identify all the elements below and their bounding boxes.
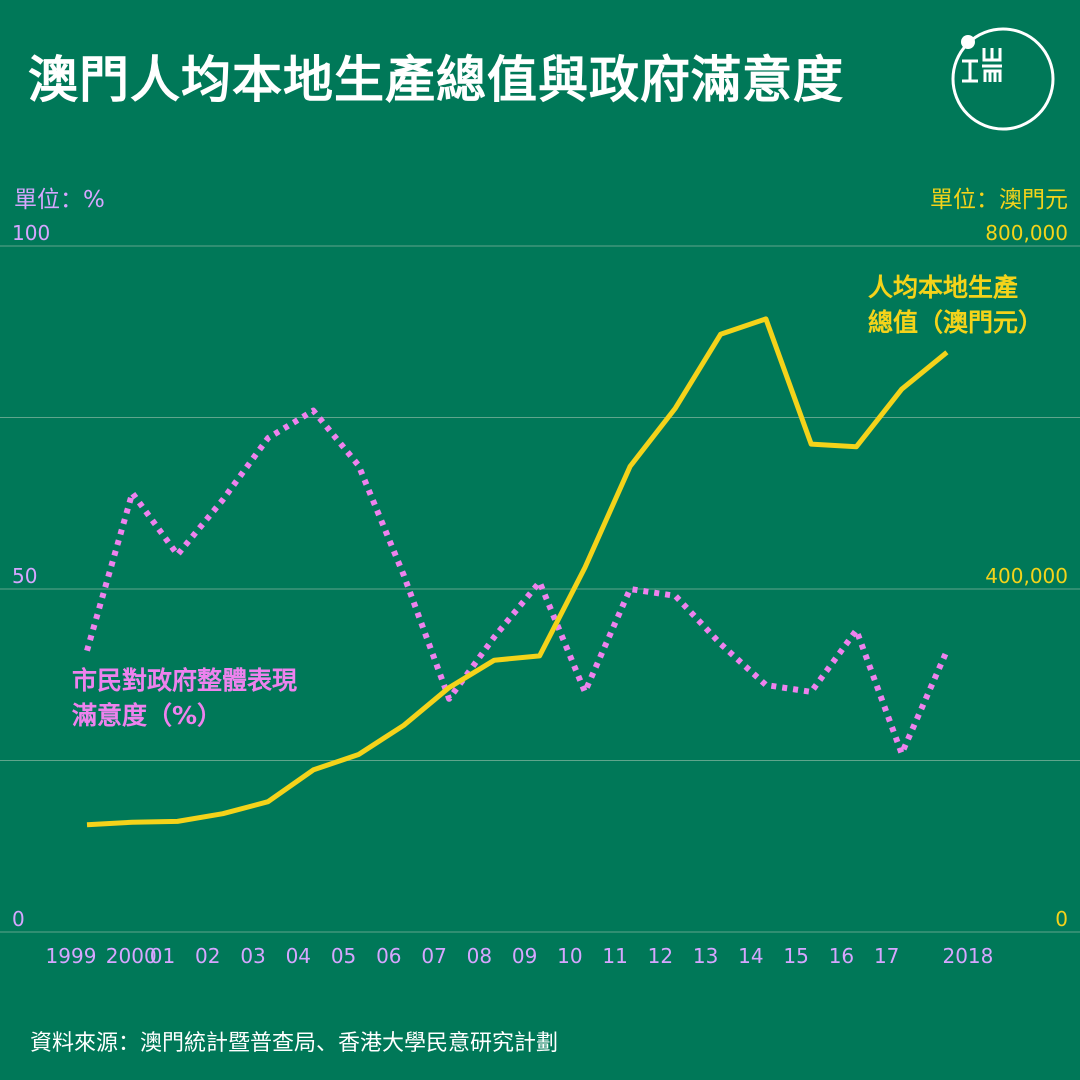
x-axis-tick-label: 10 [557,944,582,968]
chart-title: 澳門人均本地生產總值與政府滿意度 [28,51,844,109]
left-axis-tick-label: 50 [12,564,37,588]
data-source: 資料來源：澳門統計暨普查局、香港大學民意研究計劃 [30,1031,559,1056]
x-axis-tick-label: 14 [738,944,763,968]
right-axis-tick-label: 800,000 [985,221,1068,245]
x-axis-tick-label: 07 [421,944,446,968]
gdp-series-label: 總值（澳門元） [868,308,1043,337]
right-axis-tick-label: 0 [1055,907,1068,931]
x-axis-tick-label: 13 [693,944,718,968]
x-axis-tick-label: 08 [467,944,492,968]
satisfaction-series-label: 滿意度（%） [72,701,222,730]
x-axis-tick-label: 01 [150,944,175,968]
satisfaction-series-label: 市民對政府整體表現 [72,666,297,695]
x-axis-tick-label: 1999 [46,944,97,968]
gdp-series-label: 人均本地生產 [868,273,1018,302]
initium-logo-icon [951,27,1055,131]
x-axis-tick-label: 16 [829,944,854,968]
x-axis-tick-label: 03 [240,944,265,968]
x-axis-tick-label: 17 [874,944,899,968]
left-axis-tick-label: 0 [12,907,25,931]
left-axis-tick-label: 100 [12,221,50,245]
x-axis-tick-label: 04 [286,944,311,968]
x-axis-tick-label: 12 [648,944,673,968]
x-axis-tick-label: 02 [195,944,220,968]
x-axis-tick-label: 06 [376,944,401,968]
left-axis-unit: 單位：% [14,187,105,213]
x-axis-tick-label: 11 [602,944,627,968]
right-axis-tick-label: 400,000 [985,564,1068,588]
x-axis-tick-label: 09 [512,944,537,968]
series [84,316,950,828]
x-axis-tick-label: 2018 [942,944,993,968]
x-axis-tick-label: 15 [783,944,808,968]
gdp-per-capita-line [86,316,949,828]
right-axis-unit: 單位：澳門元 [930,187,1068,213]
x-axis-tick-label: 2000 [106,944,157,968]
gridlines [0,245,1080,933]
x-axis-tick-label: 05 [331,944,356,968]
